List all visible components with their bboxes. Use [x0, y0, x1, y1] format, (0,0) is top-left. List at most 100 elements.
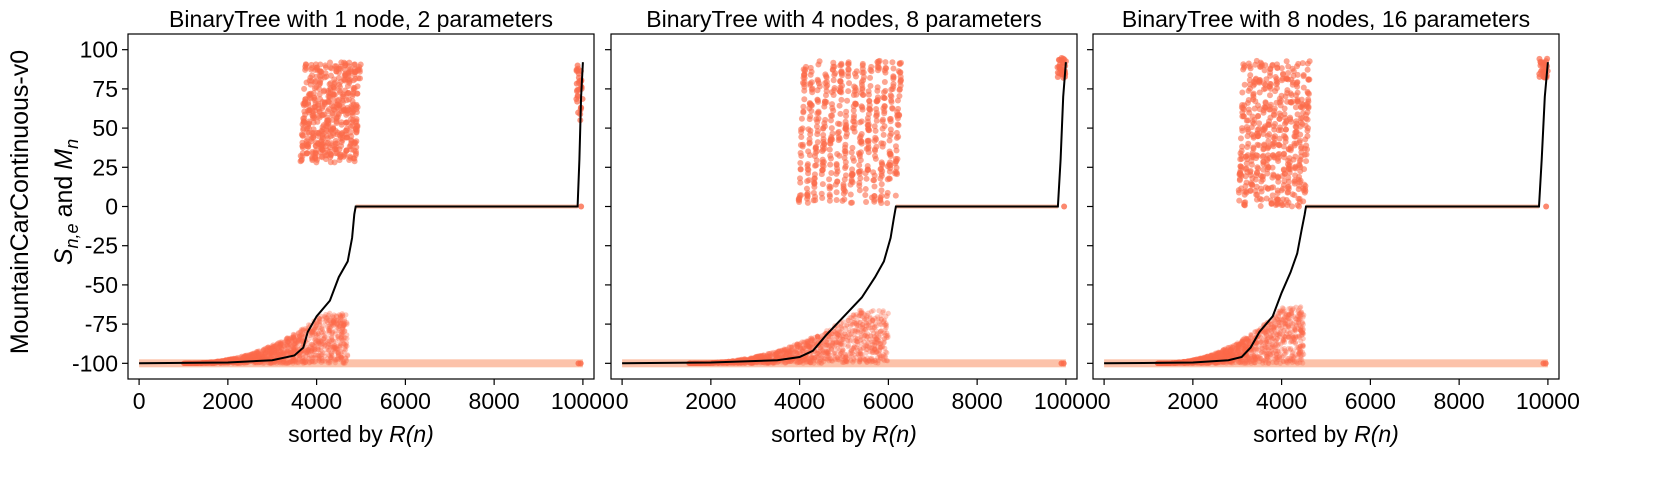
data-point [343, 312, 349, 318]
data-point [335, 350, 341, 356]
data-point [878, 181, 885, 188]
data-point [233, 356, 239, 362]
data-point [267, 349, 273, 355]
data-point [786, 344, 792, 351]
data-point [780, 350, 786, 356]
data-point [823, 78, 830, 85]
data-point [240, 355, 246, 361]
data-point [259, 351, 265, 357]
data-point [227, 357, 233, 363]
data-point [317, 353, 323, 359]
data-point [288, 359, 294, 365]
data-point [782, 347, 788, 353]
data-point [824, 349, 830, 355]
data-point [252, 354, 258, 361]
data-point [870, 325, 876, 331]
data-point [875, 355, 881, 361]
data-point [823, 342, 829, 348]
data-point [328, 356, 334, 362]
data-point [820, 347, 826, 353]
data-point [242, 354, 249, 360]
data-point [335, 356, 342, 363]
data-point [807, 113, 814, 120]
data-point [852, 73, 859, 80]
data-point [333, 344, 340, 350]
data-point [306, 77, 313, 84]
data-point [799, 79, 806, 86]
data-point [880, 308, 886, 314]
data-point [757, 354, 763, 361]
data-point [848, 331, 854, 337]
data-point [849, 353, 855, 359]
data-point [304, 348, 311, 354]
data-point [779, 353, 786, 359]
data-point [339, 323, 346, 330]
data-point [277, 343, 284, 349]
data-point [329, 322, 336, 328]
data-point [254, 355, 260, 361]
data-point [857, 345, 863, 351]
data-point [881, 108, 888, 115]
data-point [869, 327, 875, 333]
data-point [825, 343, 831, 349]
data-point [299, 358, 306, 364]
data-point [876, 334, 883, 341]
data-point [806, 344, 813, 350]
data-point [319, 349, 326, 355]
data-point [271, 353, 277, 359]
data-point [884, 358, 891, 364]
data-point [872, 346, 878, 352]
data-point [273, 341, 280, 347]
data-point [304, 347, 310, 353]
data-point [852, 335, 859, 341]
data-point [856, 182, 863, 189]
data-point [243, 355, 249, 361]
data-point [806, 357, 813, 363]
data-point [244, 356, 250, 362]
data-point [788, 358, 794, 365]
data-point [334, 317, 340, 323]
data-point [884, 189, 891, 196]
data-point [281, 343, 287, 350]
data-point [839, 325, 845, 332]
data-point [844, 359, 850, 365]
data-point [857, 320, 863, 326]
data-point [340, 326, 346, 333]
data-point [284, 335, 290, 341]
data-point [799, 348, 806, 355]
data-point [835, 357, 841, 363]
data-point [862, 191, 869, 198]
data-point [329, 330, 335, 336]
data-point [333, 114, 340, 121]
data-point [293, 337, 299, 343]
data-point [784, 349, 790, 356]
data-point [878, 192, 885, 199]
data-point [847, 354, 853, 360]
data-point [788, 358, 794, 364]
data-point [807, 80, 814, 87]
data-point [325, 360, 332, 366]
data-point [781, 350, 787, 356]
data-point [337, 135, 344, 142]
data-point [340, 319, 346, 325]
data-point [875, 357, 881, 364]
data-point [336, 351, 342, 358]
data-point [285, 342, 291, 348]
data-point [781, 353, 787, 359]
y-tick-label: -50 [85, 272, 118, 298]
data-point [343, 355, 349, 361]
data-point [278, 344, 284, 350]
data-point [884, 350, 890, 356]
data-point [253, 350, 260, 357]
data-point [295, 339, 302, 345]
data-point [272, 343, 278, 349]
data-point [344, 82, 351, 89]
data-point [354, 83, 361, 90]
data-point [284, 339, 291, 345]
data-point [277, 340, 284, 346]
row-label: MountainCarContinuous-v0 [6, 50, 34, 354]
data-point [824, 356, 830, 362]
data-point [774, 350, 780, 356]
data-point [320, 323, 326, 329]
data-point [835, 355, 841, 361]
